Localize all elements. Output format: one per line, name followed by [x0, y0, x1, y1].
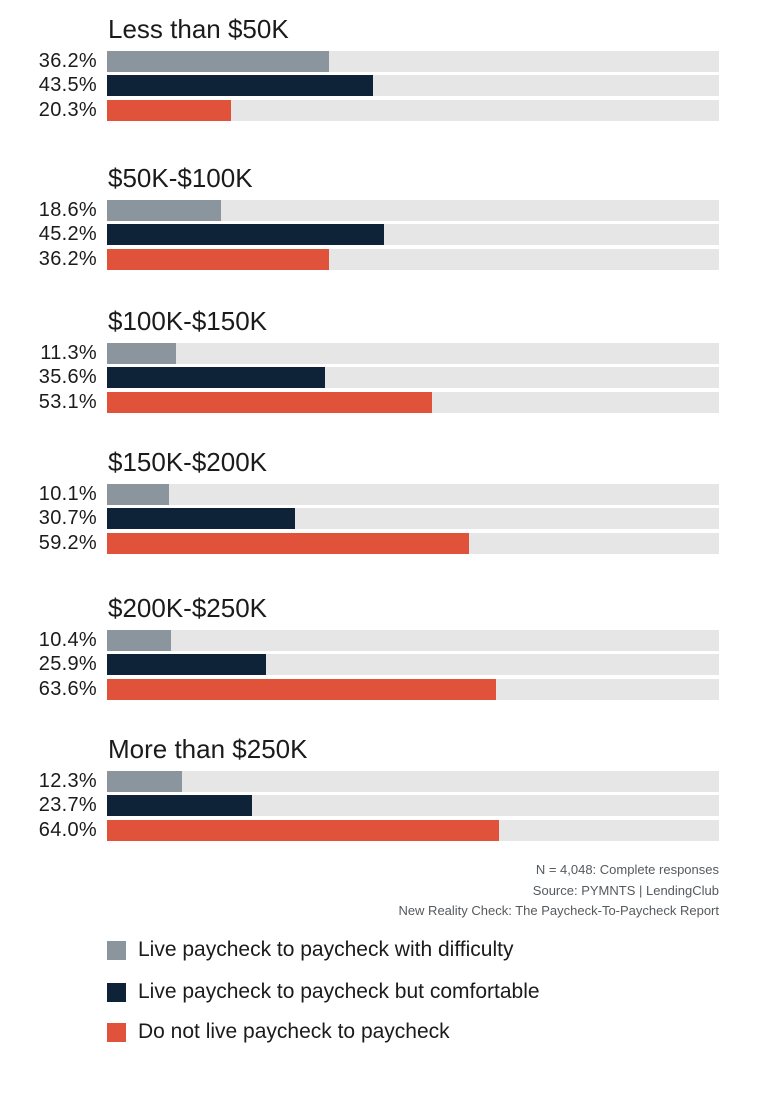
sample-note: N = 4,048: Complete responses — [535, 862, 719, 877]
data-label: 20.3% — [38, 99, 97, 121]
data-label: 10.1% — [38, 483, 97, 505]
bar-row: 59.2% — [0, 532, 770, 554]
bar-row: 36.2% — [0, 248, 770, 270]
bar-track — [107, 367, 719, 388]
bar-live-paycheck-to-paycheck-but-comfortable — [107, 367, 325, 388]
group-title: Less than $50K — [108, 14, 289, 44]
data-label: 18.6% — [38, 199, 97, 221]
bar-row: 10.1% — [0, 483, 770, 505]
bar-track — [107, 795, 719, 816]
group-title: $50K-$100K — [108, 163, 253, 193]
bar-do-not-live-paycheck-to-paycheck — [107, 392, 432, 413]
bar-do-not-live-paycheck-to-paycheck — [107, 533, 469, 554]
data-label: 45.2% — [38, 223, 97, 245]
legend-swatch — [107, 941, 126, 960]
bar-do-not-live-paycheck-to-paycheck — [107, 249, 329, 270]
bar-track — [107, 771, 719, 792]
bar-row: 18.6% — [0, 199, 770, 221]
bar-row: 63.6% — [0, 678, 770, 700]
bar-track — [107, 508, 719, 529]
group-title: $200K-$250K — [108, 593, 268, 623]
legend-item: Do not live paycheck to paycheck — [107, 1018, 727, 1046]
data-label: 30.7% — [38, 507, 97, 529]
bar-row: 20.3% — [0, 99, 770, 121]
source-note: Source: PYMNTS | LendingClub — [532, 882, 719, 898]
bar-row: 23.7% — [0, 794, 770, 816]
legend-label: Do not live paycheck to paycheck — [138, 1020, 450, 1043]
bar-live-paycheck-to-paycheck-with-difficulty — [107, 630, 171, 651]
bar-do-not-live-paycheck-to-paycheck — [107, 100, 231, 121]
bar-row: 30.7% — [0, 507, 770, 529]
bar-track — [107, 75, 719, 96]
bar-row: 36.2% — [0, 50, 770, 72]
legend-item: Live paycheck to paycheck but comfortabl… — [107, 978, 727, 1006]
bar-row: 12.3% — [0, 770, 770, 792]
data-label: 53.1% — [38, 391, 97, 413]
bar-track — [107, 200, 719, 221]
data-label: 11.3% — [40, 342, 97, 364]
legend-swatch — [107, 1023, 126, 1042]
data-label: 59.2% — [38, 532, 97, 554]
bar-row: 11.3% — [0, 342, 770, 364]
bar-live-paycheck-to-paycheck-with-difficulty — [107, 200, 221, 221]
bar-live-paycheck-to-paycheck-with-difficulty — [107, 484, 169, 505]
group-title: $100K-$150K — [108, 306, 268, 336]
data-label: 64.0% — [38, 819, 97, 841]
legend-swatch — [107, 983, 126, 1002]
bar-row: 64.0% — [0, 819, 770, 841]
bar-do-not-live-paycheck-to-paycheck — [107, 679, 496, 700]
bar-row: 35.6% — [0, 366, 770, 388]
bar-track — [107, 51, 719, 72]
chart-notes: N = 4,048: Complete responses Source: PY… — [398, 860, 719, 922]
bar-track — [107, 679, 719, 700]
bar-live-paycheck-to-paycheck-but-comfortable — [107, 795, 252, 816]
bar-track — [107, 533, 719, 554]
legend-label: Live paycheck to paycheck with difficult… — [138, 938, 514, 961]
bar-live-paycheck-to-paycheck-but-comfortable — [107, 508, 295, 529]
data-label: 35.6% — [38, 366, 97, 388]
bar-track — [107, 224, 719, 245]
bar-live-paycheck-to-paycheck-with-difficulty — [107, 771, 182, 792]
data-label: 43.5% — [38, 74, 97, 96]
bar-track — [107, 484, 719, 505]
bar-track — [107, 100, 719, 121]
bar-live-paycheck-to-paycheck-with-difficulty — [107, 51, 329, 72]
group-title: More than $250K — [108, 734, 308, 764]
bar-track — [107, 654, 719, 675]
bar-live-paycheck-to-paycheck-with-difficulty — [107, 343, 176, 364]
data-label: 25.9% — [38, 653, 97, 675]
bar-track — [107, 630, 719, 651]
bar-row: 25.9% — [0, 653, 770, 675]
legend-item: Live paycheck to paycheck with difficult… — [107, 936, 727, 964]
data-label: 10.4% — [38, 629, 97, 651]
legend-label: Live paycheck to paycheck but comfortabl… — [138, 980, 540, 1003]
bar-track — [107, 343, 719, 364]
bar-row: 45.2% — [0, 223, 770, 245]
bar-track — [107, 249, 719, 270]
bar-live-paycheck-to-paycheck-but-comfortable — [107, 654, 266, 675]
bar-live-paycheck-to-paycheck-but-comfortable — [107, 224, 384, 245]
data-label: 23.7% — [38, 794, 97, 816]
data-label: 12.3% — [38, 770, 97, 792]
bar-do-not-live-paycheck-to-paycheck — [107, 820, 499, 841]
bar-row: 43.5% — [0, 74, 770, 96]
bar-live-paycheck-to-paycheck-but-comfortable — [107, 75, 373, 96]
group-title: $150K-$200K — [108, 447, 268, 477]
data-label: 36.2% — [38, 248, 97, 270]
bar-track — [107, 392, 719, 413]
bar-row: 53.1% — [0, 391, 770, 413]
report-note: New Reality Check: The Paycheck-To-Paych… — [398, 903, 719, 918]
bar-row: 10.4% — [0, 629, 770, 651]
bar-track — [107, 820, 719, 841]
data-label: 36.2% — [38, 50, 97, 72]
data-label: 63.6% — [38, 678, 97, 700]
